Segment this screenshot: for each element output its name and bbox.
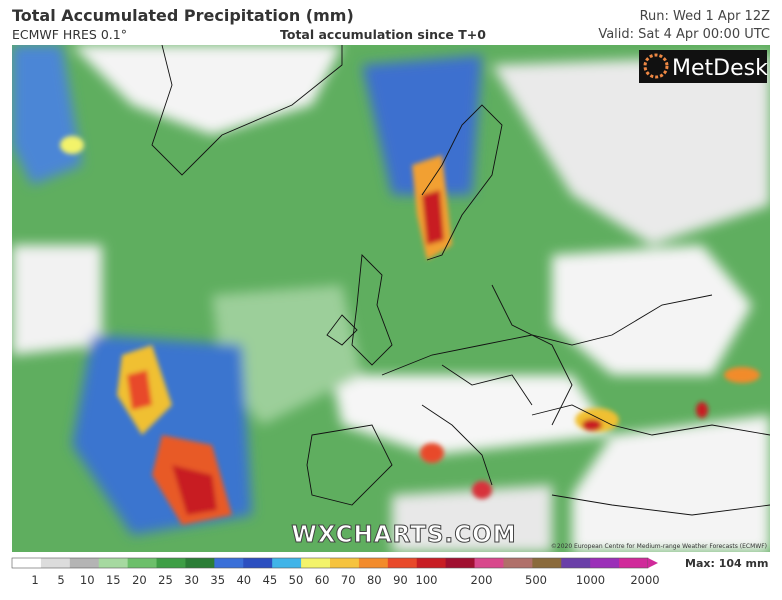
colorbar-segment [98,558,129,568]
colorbar-label: 500 [525,573,547,587]
colorbar-segment [243,558,273,568]
colorbar-label: 70 [341,573,356,587]
colorbar-label: 90 [393,573,408,587]
colorbar-segment [474,558,504,568]
colorbar-label: 40 [236,573,251,587]
colorbar-label: 1000 [576,573,605,587]
valid: Valid: Sat 4 Apr 00:00 UTC [598,27,770,42]
colorbar-segment [185,558,215,568]
colorbar: Max: 104 mm 1 5 10 15 20 25 30 35 40 45 50 60 70 80 90… [11,557,768,587]
colorbar-segment [156,558,186,568]
colorbar-segment [503,558,533,568]
colorbar-label: 60 [315,573,330,587]
colorbar-label: 5 [57,573,64,587]
subtitle: Total accumulation since T+0 [280,27,486,42]
colorbar-label: 25 [158,573,173,587]
colorbar-label: 20 [132,573,147,587]
colorbar-segment [387,558,418,568]
map: MetDesk WXCHARTS.COM ©2020 European Cent… [12,45,770,552]
colorbar-label: 10 [80,573,95,587]
colorbar-segment [619,558,649,568]
precip-light [12,45,770,552]
logo: MetDesk [672,56,768,81]
colorbar-segment [301,558,331,568]
colorbar-segment [12,558,42,568]
model: ECMWF HRES 0.1° [12,27,127,42]
colorbar-label: 30 [184,573,199,587]
colorbar-label: 200 [471,573,493,587]
colorbar-segment [330,558,360,568]
colorbar-label: 50 [289,573,304,587]
colorbar-segment [69,558,100,568]
colorbar-arrow [648,558,658,568]
colorbar-segment [40,558,71,568]
colorbar-label: 35 [210,573,225,587]
colorbar-label: 15 [106,573,121,587]
colorbar-segment [561,558,591,568]
colorbar-segment [214,558,244,568]
copyright: ©2020 European Centre for Medium-range W… [551,543,767,550]
colorbar-label: 2000 [630,573,659,587]
colorbar-label: 100 [416,573,438,587]
title: Total Accumulated Precipitation (mm) [12,6,354,25]
colorbar-segment [590,558,620,568]
run: Run: Wed 1 Apr 12Z [639,9,770,24]
colorbar-segment [272,558,302,568]
colorbar-segment [127,558,158,568]
colorbar-segment [445,558,476,568]
colorbar-segment [358,558,389,568]
colorbar-segment [532,558,562,568]
colorbar-segment [416,558,447,568]
colorbar-label: 45 [263,573,278,587]
max-value: Max: 104 mm [685,557,768,570]
colorbar-label: 1 [31,573,38,587]
precip-heavy [60,136,760,525]
colorbar-label: 80 [367,573,382,587]
logo-icon [643,53,669,79]
coastlines [151,45,770,516]
watermark: WXCHARTS.COM [291,522,516,548]
